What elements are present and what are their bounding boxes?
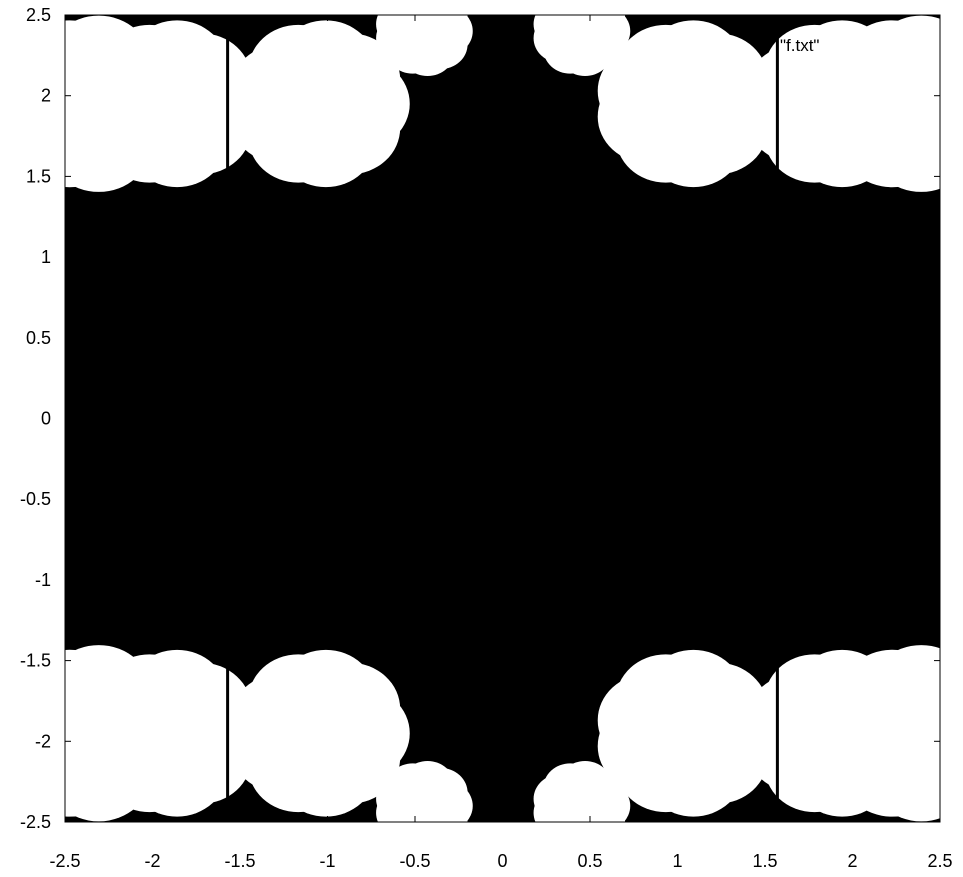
legend-label: "f.txt" <box>780 36 819 55</box>
white-lobe <box>230 20 410 188</box>
lobe-core <box>255 674 383 792</box>
x-tick-label: 0.5 <box>577 851 602 871</box>
lobe-core <box>846 41 940 166</box>
y-tick-label: 1.5 <box>26 166 51 186</box>
white-lobe <box>230 649 410 817</box>
white-lobe <box>820 645 940 822</box>
lobe-core <box>622 674 750 792</box>
y-tick-label: -2.5 <box>20 812 51 832</box>
y-tick-label: -2 <box>35 731 51 751</box>
x-tick-label: 2.5 <box>927 851 952 871</box>
lobe-core <box>255 45 383 163</box>
y-tick-label: -1.5 <box>20 651 51 671</box>
y-tick-label: -1 <box>35 570 51 590</box>
white-lobe <box>533 15 631 77</box>
lobe-core <box>546 774 616 822</box>
x-tick-label: -1 <box>319 851 335 871</box>
lobe-core <box>106 674 234 792</box>
x-tick-label: 2 <box>847 851 857 871</box>
white-lobe <box>597 649 778 817</box>
white-lobe <box>81 20 261 188</box>
white-lobe <box>820 15 940 192</box>
x-tick-label: -1.5 <box>224 851 255 871</box>
x-axis-ticks: -2.5 -2 -1.5 -1 -0.5 0 0.5 1 1.5 2 2.5 <box>49 15 953 871</box>
lobe-core <box>546 15 616 63</box>
y-tick-label: 2 <box>41 86 51 106</box>
y-tick-label: 2.5 <box>26 5 51 25</box>
y-tick-label: -0.5 <box>20 489 51 509</box>
white-lobe <box>376 15 473 77</box>
y-tick-label: 1 <box>41 247 51 267</box>
lobe-core <box>106 45 234 163</box>
lobe-core <box>389 15 459 63</box>
y-axis-ticks: -2.5 -2 -1.5 -1 -0.5 0 0.5 1 1.5 2 2.5 <box>20 5 940 832</box>
x-tick-label: 0 <box>497 851 507 871</box>
white-lobe <box>533 760 631 822</box>
lobe-core <box>389 774 459 822</box>
lobe-core <box>846 671 940 796</box>
y-tick-label: 0.5 <box>26 328 51 348</box>
fractal-region <box>65 15 940 822</box>
white-lobe <box>376 760 473 822</box>
x-tick-label: -0.5 <box>399 851 430 871</box>
x-tick-label: 1 <box>672 851 682 871</box>
white-lobe <box>597 20 778 188</box>
lobe-core <box>622 45 750 163</box>
x-tick-label: -2 <box>144 851 160 871</box>
x-tick-label: 1.5 <box>752 851 777 871</box>
y-tick-label: 0 <box>41 409 51 429</box>
x-tick-label: -2.5 <box>49 851 80 871</box>
